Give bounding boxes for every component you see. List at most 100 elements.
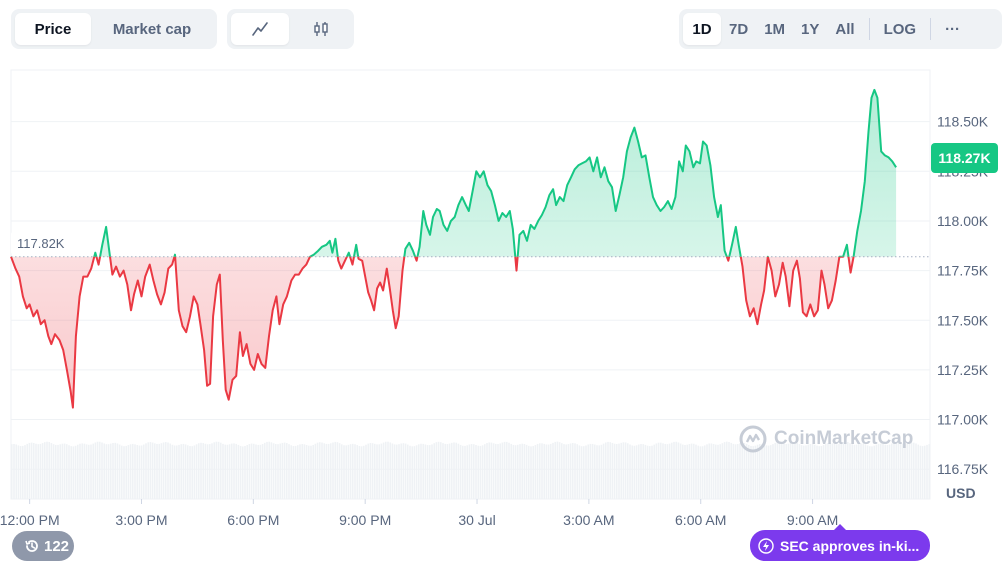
volume-bar xyxy=(378,444,380,499)
volume-bar xyxy=(666,444,669,499)
volume-bar xyxy=(63,443,66,499)
range-1m[interactable]: 1M xyxy=(764,20,786,38)
volume-bar xyxy=(721,443,724,499)
volume-bar xyxy=(211,443,213,499)
volume-bar xyxy=(884,444,886,499)
price-area-up xyxy=(94,89,897,257)
x-tick-label: 9:00 PM xyxy=(339,512,391,528)
volume-bar xyxy=(818,446,820,499)
volume-bar xyxy=(598,445,600,499)
volume-bar xyxy=(299,444,301,499)
volume-bar xyxy=(336,442,339,499)
volume-bar xyxy=(871,446,873,499)
volume-bar xyxy=(347,444,350,499)
volume-bar xyxy=(171,444,174,499)
volume-bar xyxy=(189,446,191,499)
news-event-button[interactable]: SEC approves in-ki... xyxy=(750,530,930,561)
volume-bar xyxy=(838,443,840,499)
y-tick-label: 118.00K xyxy=(937,213,989,229)
range-all[interactable]: All xyxy=(835,20,855,38)
volume-bar xyxy=(222,443,224,499)
volume-bar xyxy=(653,444,655,499)
volume-bar xyxy=(853,444,856,499)
volume-bar xyxy=(382,442,385,499)
volume-bar xyxy=(158,443,160,499)
volume-bar xyxy=(866,445,869,499)
volume-bar xyxy=(88,444,90,499)
price-area xyxy=(11,89,897,408)
volume-bar xyxy=(37,444,39,499)
volume-bar xyxy=(585,445,587,499)
volume-bar xyxy=(242,446,244,499)
volume-bar xyxy=(640,444,642,499)
log-scale-button[interactable]: LOG xyxy=(883,20,917,38)
volume-bar xyxy=(605,442,607,499)
volume-bar xyxy=(809,443,812,499)
volume-bar xyxy=(195,444,198,499)
history-button[interactable]: 122 xyxy=(12,531,74,561)
volume-bar xyxy=(679,443,682,499)
volume-bar xyxy=(840,442,842,499)
range-1d[interactable]: 1D xyxy=(683,13,721,45)
volume-bar xyxy=(103,443,105,499)
volume-bar xyxy=(305,445,308,499)
volume-bar xyxy=(470,444,473,499)
volume-bar xyxy=(365,444,367,499)
volume-bar xyxy=(829,442,831,499)
volume-bar xyxy=(616,444,618,499)
volume-bar xyxy=(50,443,53,499)
volume-bar xyxy=(545,444,548,499)
coinmarketcap-watermark: CoinMarketCap xyxy=(738,424,913,454)
volume-bar xyxy=(827,442,829,499)
volume-bar xyxy=(184,444,187,499)
volume-bar xyxy=(233,443,235,499)
volume-bar xyxy=(781,442,783,499)
volume-bar xyxy=(699,446,702,499)
volume-bar xyxy=(675,441,677,499)
y-tick-label: 117.00K xyxy=(937,412,989,428)
volume-bar xyxy=(237,444,240,499)
range-1y[interactable]: 1Y xyxy=(801,20,820,38)
volume-bar xyxy=(457,443,460,499)
range-7d[interactable]: 7D xyxy=(729,20,749,38)
volume-bar xyxy=(167,442,169,499)
market-cap-tab[interactable]: Market cap xyxy=(112,20,192,38)
volume-bar xyxy=(92,443,94,499)
volume-bar xyxy=(15,444,17,499)
volume-bar xyxy=(629,444,631,499)
volume-bar xyxy=(202,443,204,499)
line-chart-button[interactable] xyxy=(231,13,289,45)
volume-bar xyxy=(756,444,759,499)
volume-bar xyxy=(374,443,376,499)
price-tab[interactable]: Price xyxy=(15,13,91,45)
volume-bar xyxy=(820,445,823,499)
volume-bar xyxy=(466,445,468,499)
volume-bar xyxy=(268,441,270,499)
volume-bar xyxy=(891,443,893,499)
volume-bar xyxy=(136,445,138,499)
volume-bar xyxy=(765,445,768,499)
volume-bar xyxy=(281,442,284,499)
volume-bar xyxy=(858,443,860,499)
volume-bar xyxy=(690,443,693,499)
candlestick-button[interactable] xyxy=(292,13,350,45)
volume-bar xyxy=(847,442,849,499)
volume-bar xyxy=(30,442,33,499)
volume-bar xyxy=(730,442,732,499)
volume-bar xyxy=(169,443,171,499)
x-tick-label: 6:00 AM xyxy=(675,512,726,528)
volume-bar xyxy=(627,443,629,499)
volume-bar xyxy=(283,442,286,499)
volume-bar xyxy=(433,443,435,499)
volume-bar xyxy=(154,443,156,499)
more-options-button[interactable]: ··· xyxy=(945,20,961,38)
volume-bar xyxy=(836,444,838,499)
volume-bar xyxy=(437,441,440,499)
volume-bar xyxy=(514,445,517,499)
volume-bar xyxy=(495,443,497,499)
volume-bar xyxy=(407,444,409,499)
volume-bar xyxy=(66,444,68,499)
volume-bar xyxy=(294,445,297,499)
volume-bar xyxy=(52,444,55,499)
